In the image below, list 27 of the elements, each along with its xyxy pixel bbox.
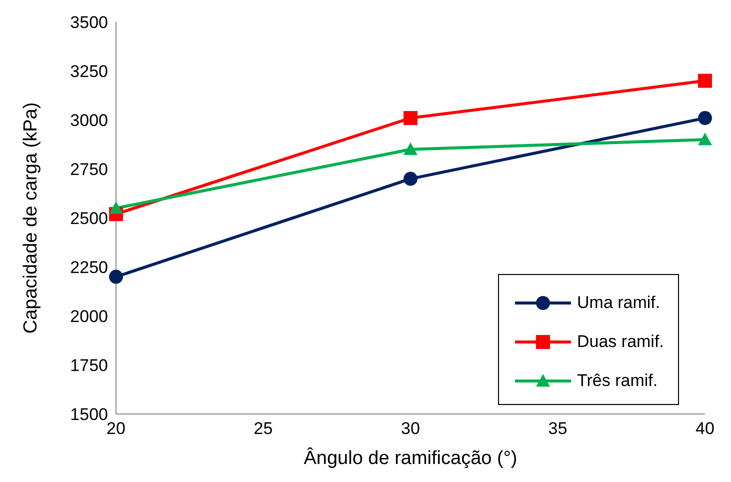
- point: [698, 111, 712, 126]
- y-tick-label: 3500: [70, 13, 108, 32]
- point: [109, 270, 123, 284]
- x-tick-label: 40: [696, 419, 714, 438]
- x-tick-label: 35: [548, 419, 568, 438]
- y-tick-label: 2000: [70, 307, 108, 326]
- legend-label: Duas ramif.: [577, 332, 664, 352]
- y-tick-label: 1750: [70, 356, 108, 376]
- point: [404, 111, 418, 126]
- legend-label: Uma ramif.: [577, 292, 660, 312]
- x-tick-label: 20: [106, 419, 126, 438]
- x-axis-title: Ângulo de ramificação (°): [304, 447, 518, 469]
- point: [698, 74, 712, 88]
- legend-label: Três ramif.: [577, 370, 658, 390]
- point: [109, 201, 123, 214]
- point: [698, 132, 712, 146]
- y-tick-label: 3000: [70, 111, 108, 130]
- point: [404, 142, 418, 155]
- y-tick-label: 1500: [70, 405, 108, 424]
- y-axis-title: Capacidade de carga (kPa): [20, 102, 42, 334]
- x-tick-label: 30: [401, 419, 420, 438]
- y-tick-label: 3250: [70, 62, 108, 82]
- point: [404, 172, 418, 186]
- y-tick-label: 2500: [70, 209, 108, 228]
- x-tick-label: 25: [254, 419, 273, 438]
- y-tick-label: 2750: [70, 160, 108, 180]
- y-tick-label: 2250: [70, 258, 108, 278]
